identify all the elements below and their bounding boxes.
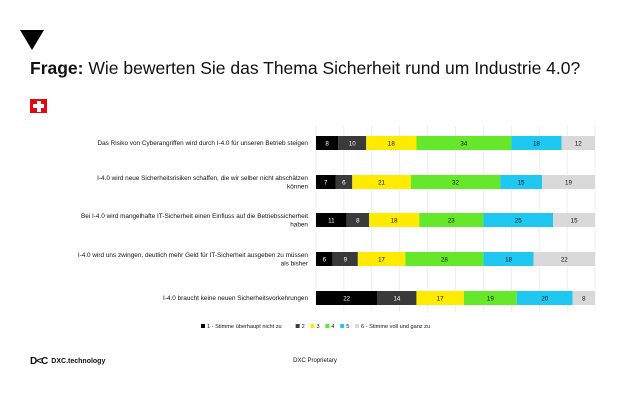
data-label: 18: [391, 217, 398, 224]
bar-segment: [316, 291, 378, 305]
data-label: 8: [582, 295, 586, 302]
bar-segment: [316, 175, 336, 189]
data-label: 34: [460, 140, 467, 147]
legend-label: 5: [346, 324, 349, 330]
data-label: 25: [515, 217, 522, 224]
bar-segment: [369, 213, 420, 227]
swiss-flag-icon: [30, 99, 47, 113]
bar-segment: [405, 252, 484, 266]
bar-segment: [316, 252, 333, 266]
bar-segment: [541, 175, 595, 189]
bar-segment: [316, 213, 347, 227]
category-label: Das Risiko von Cyberangriffen wird durch…: [97, 140, 308, 147]
question-text: Wie bewerten Sie das Thema Sicherheit ru…: [88, 58, 581, 78]
question-label: Frage:: [30, 58, 84, 78]
bar-segment: [338, 136, 367, 150]
bar-segment: [332, 252, 358, 266]
bar-segment: [316, 136, 339, 150]
bar-segment: [483, 213, 554, 227]
legend-swatch: [355, 324, 360, 328]
data-label: 9: [344, 256, 348, 263]
bar-segment: [511, 136, 562, 150]
legend-label: 2: [302, 324, 305, 330]
bar-segment: [572, 291, 595, 305]
data-label: 18: [388, 140, 395, 147]
legend-swatch: [201, 324, 205, 328]
legend-label: 1 - Stimme überhaupt nicht zu: [207, 324, 282, 330]
bar-segment: [410, 175, 501, 189]
data-label: 22: [561, 256, 568, 263]
data-label: 15: [518, 179, 525, 186]
bar-segment: [463, 291, 517, 305]
data-label: 6: [323, 256, 327, 263]
legend-swatch: [295, 324, 300, 328]
data-label: 10: [349, 140, 356, 147]
data-label: 11: [328, 217, 335, 224]
page-title: Frage: Wie bewerten Sie das Thema Sicher…: [30, 58, 580, 79]
bar-segment: [500, 175, 542, 189]
data-label: 20: [541, 295, 548, 302]
data-label: 12: [575, 140, 582, 147]
bar-segment: [416, 291, 464, 305]
bar-segment: [516, 291, 573, 305]
logo-mark: D<C: [30, 356, 48, 367]
footer-proprietary: DXC Proprietary: [293, 358, 337, 364]
brand-name: DXC.technology: [51, 358, 106, 365]
data-label: 17: [378, 256, 385, 263]
dxc-logo: D<C DXC.technology: [30, 356, 105, 367]
data-label: 21: [378, 179, 385, 186]
bar-segment: [533, 252, 595, 266]
category-label: I-4.0 braucht keine neuen Sicherheitsvor…: [163, 295, 308, 302]
bar-segment: [419, 213, 484, 227]
down-triangle-icon: [20, 30, 44, 50]
bar-segment: [346, 213, 370, 227]
bar-segment: [366, 136, 417, 150]
bar-segment: [335, 175, 353, 189]
data-label: 7: [324, 179, 328, 186]
category-label: I-4.0 wird uns zwingen, deutlich mehr Ge…: [78, 252, 309, 268]
bar-segment: [416, 136, 512, 150]
bar-segment: [483, 252, 534, 266]
category-label: Bei I-4.0 wird mangelhafte IT-Sicherheit…: [81, 213, 308, 229]
data-label: 6: [342, 179, 346, 186]
bar-segment: [553, 213, 595, 227]
data-label: 17: [437, 295, 444, 302]
data-label: 15: [571, 217, 578, 224]
data-label: 19: [487, 295, 494, 302]
data-label: 19: [565, 179, 572, 186]
data-label: 18: [533, 140, 540, 147]
data-label: 18: [505, 256, 512, 263]
data-label: 32: [452, 179, 459, 186]
bar-segment: [352, 175, 411, 189]
data-label: 28: [441, 256, 448, 263]
bar-segment: [561, 136, 595, 150]
stacked-bar-chart: Das Risiko von Cyberangriffen wird durch…: [78, 126, 596, 330]
legend-swatch: [340, 324, 345, 328]
data-label: 14: [393, 295, 400, 302]
data-label: 8: [356, 217, 360, 224]
legend-label: 6 - Stimme voll und ganz zu: [361, 324, 430, 330]
data-label: 8: [325, 140, 329, 147]
bar-segment: [357, 252, 406, 266]
legend-label: 3: [317, 324, 320, 330]
data-label: 23: [448, 217, 455, 224]
data-label: 22: [343, 295, 350, 302]
category-label: I-4.0 wird neue Sicherheitsrisiken schaf…: [97, 175, 308, 191]
legend-label: 4: [331, 324, 334, 330]
legend-swatch: [310, 324, 315, 328]
legend-swatch: [325, 324, 330, 328]
bar-segment: [377, 291, 417, 305]
